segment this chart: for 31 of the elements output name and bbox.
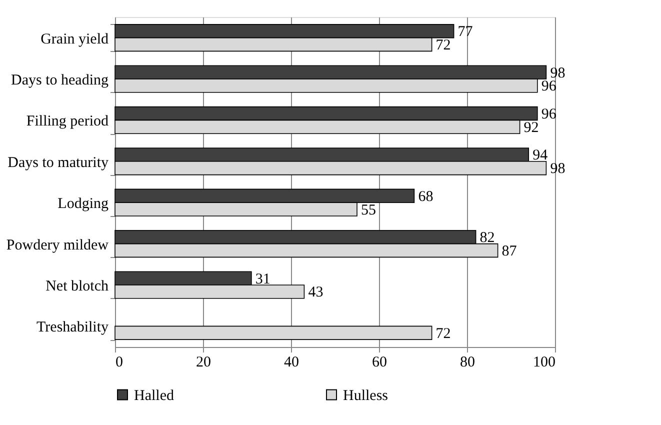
x-tick-label: 60 <box>372 354 387 370</box>
data-label: 77 <box>458 24 474 40</box>
data-label: 31 <box>255 271 270 288</box>
y-tick-label: Lodging <box>58 196 109 212</box>
y-tick-label: Grain yield <box>40 31 109 48</box>
data-label: 98 <box>550 161 566 178</box>
data-label: 68 <box>418 188 434 205</box>
data-label: 55 <box>361 202 376 218</box>
data-label: 94 <box>532 148 548 164</box>
data-label: 82 <box>480 230 495 246</box>
data-label: 87 <box>502 243 518 260</box>
y-tick-label: Days to heading <box>11 72 109 89</box>
x-tick-label: 0 <box>116 354 123 370</box>
x-tick-label: 40 <box>284 354 299 370</box>
data-label: 98 <box>550 65 566 82</box>
legend-label: Halled <box>134 388 174 404</box>
y-tick-label: Net blotch <box>46 278 109 294</box>
y-tick-label: Days to maturity <box>8 154 109 171</box>
data-label: 43 <box>308 284 324 301</box>
y-tick-label: Powdery mildew <box>6 237 109 254</box>
legend-label: Hulless <box>343 388 388 404</box>
data-label: 72 <box>436 38 451 54</box>
data-label: 72 <box>436 326 451 342</box>
x-tick-label: 80 <box>460 354 475 370</box>
y-tick-label: Filling period <box>26 114 109 130</box>
data-label: 96 <box>541 106 557 123</box>
x-tick-label: 20 <box>196 354 211 370</box>
x-tick-label: 100 <box>533 354 556 370</box>
y-tick-label: Treshability <box>36 320 109 336</box>
data-label: 92 <box>524 120 539 136</box>
data-label: 96 <box>541 78 557 95</box>
